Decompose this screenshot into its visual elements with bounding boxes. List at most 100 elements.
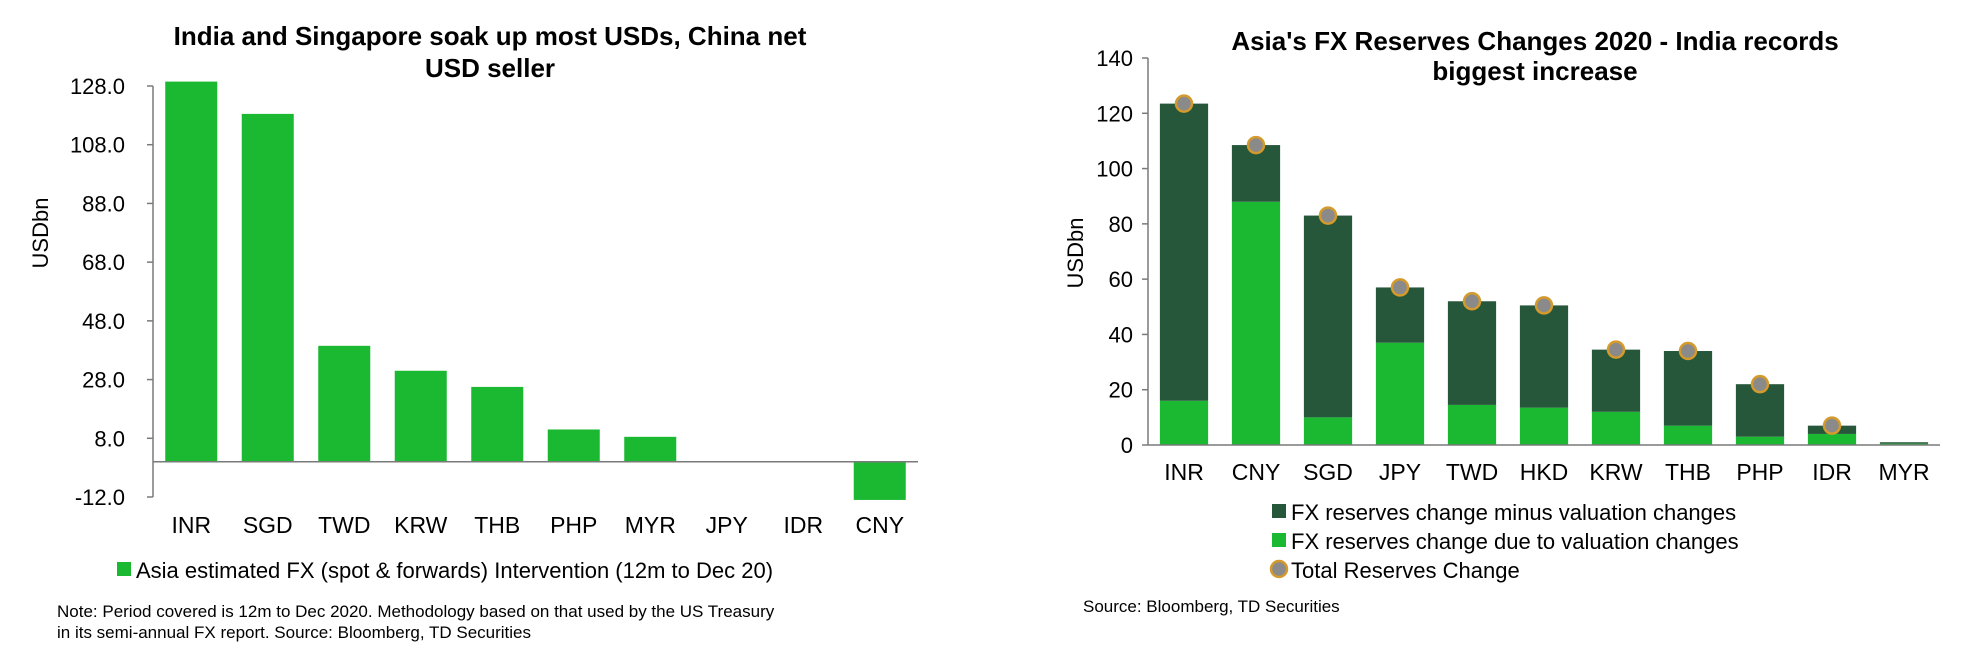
right-bar-ex-valuation-myr	[1879, 442, 1929, 444]
left-chart-bars	[165, 81, 906, 500]
left-chart-note-line2: in its semi-annual FX report. Source: Bl…	[57, 623, 531, 642]
right-chart-category-labels: INR CNY SGD JPY TWD HKD KRW THB PHP IDR MYR	[1164, 459, 1929, 485]
left-bar-sgd	[241, 113, 294, 462]
left-chart-y-ticks: -12.0 8.0 28.0 48.0 68.0 88.0 108.0 128.0	[70, 74, 153, 510]
left-chart: India and Singapore soak up most USDs, C…	[28, 21, 918, 642]
left-category-label: MYR	[625, 512, 676, 538]
left-bar-myr	[624, 436, 677, 462]
left-bar-twd	[318, 345, 371, 462]
right-total-marker-inr	[1174, 94, 1194, 113]
right-y-tick-label: 0	[1121, 433, 1133, 458]
left-category-label: THB	[474, 512, 520, 538]
left-chart-category-labels: INR SGD TWD KRW THB PHP MYR JPY IDR CNY	[171, 512, 904, 538]
left-y-tick-label: 68.0	[82, 250, 125, 275]
right-legend-swatch-bright	[1272, 533, 1286, 547]
right-chart-bars	[1159, 103, 1929, 445]
right-legend-label-marker: Total Reserves Change	[1291, 558, 1520, 583]
right-category-label: CNY	[1232, 459, 1281, 485]
right-bar-valuation-idr	[1807, 433, 1857, 445]
right-bar-ex-valuation-krw	[1591, 349, 1641, 412]
left-category-label: KRW	[394, 512, 448, 538]
right-bar-valuation-jpy	[1375, 342, 1425, 445]
right-bar-ex-valuation-cny	[1231, 145, 1281, 202]
left-category-label: CNY	[855, 512, 904, 538]
right-total-marker-twd	[1462, 292, 1482, 311]
right-y-tick-label: 120	[1096, 101, 1133, 126]
right-category-label: THB	[1665, 459, 1711, 485]
right-chart-legend: FX reserves change minus valuation chang…	[1269, 500, 1739, 583]
right-y-tick-label: 100	[1096, 157, 1133, 182]
left-category-label: TWD	[318, 512, 370, 538]
right-legend-swatch-dark	[1272, 504, 1286, 518]
right-y-tick-label: 80	[1109, 212, 1133, 237]
right-y-tick-label: 40	[1109, 322, 1133, 347]
left-category-label: SGD	[243, 512, 293, 538]
left-legend-label: Asia estimated FX (spot & forwards) Inte…	[136, 558, 773, 583]
left-bar-krw	[394, 370, 447, 462]
left-chart-y-axis-label: USDbn	[28, 198, 53, 269]
right-category-label: SGD	[1303, 459, 1353, 485]
right-bar-valuation-sgd	[1303, 417, 1353, 445]
right-bar-valuation-krw	[1591, 411, 1641, 445]
right-legend-label-dark: FX reserves change minus valuation chang…	[1291, 500, 1736, 525]
left-y-tick-label: 8.0	[94, 426, 125, 451]
left-y-tick-label: 108.0	[70, 133, 125, 158]
left-category-label: PHP	[550, 512, 597, 538]
right-y-tick-label: 20	[1109, 378, 1133, 403]
right-legend-marker	[1269, 559, 1289, 579]
left-y-tick-label: 48.0	[82, 309, 125, 334]
right-chart: 0 20 40 60 80 100 120 140 USDbn INR CNY SGD JPY TWD…	[1063, 26, 1940, 616]
left-y-tick-label: -12.0	[75, 485, 125, 510]
right-chart-markers	[1174, 94, 1842, 435]
right-category-label: HKD	[1520, 459, 1569, 485]
left-bar-php	[547, 429, 600, 462]
right-chart-y-ticks: 0 20 40 60 80 100 120 140	[1096, 46, 1148, 458]
left-chart-title-line2: USD seller	[425, 53, 555, 83]
right-total-marker-sgd	[1318, 206, 1338, 225]
left-chart-note-line1: Note: Period covered is 12m to Dec 2020.…	[57, 602, 775, 621]
right-chart-source: Source: Bloomberg, TD Securities	[1083, 597, 1340, 616]
right-total-marker-jpy	[1390, 278, 1410, 297]
right-category-label: IDR	[1812, 459, 1852, 485]
right-bar-valuation-php	[1735, 436, 1785, 445]
right-total-marker-hkd	[1534, 296, 1554, 315]
left-bar-cny	[853, 461, 906, 500]
right-category-label: KRW	[1589, 459, 1643, 485]
right-total-marker-thb	[1678, 341, 1698, 361]
right-total-marker-php	[1750, 374, 1770, 394]
right-total-marker-krw	[1606, 340, 1626, 359]
right-category-label: PHP	[1736, 459, 1783, 485]
right-y-tick-label: 60	[1109, 267, 1133, 292]
right-category-label: MYR	[1878, 459, 1929, 485]
left-y-tick-label: 88.0	[82, 191, 125, 216]
right-chart-title-line2: biggest increase	[1432, 56, 1637, 86]
right-bar-ex-valuation-inr	[1159, 103, 1209, 401]
right-chart-title-line1: Asia's FX Reserves Changes 2020 - India …	[1231, 26, 1838, 56]
right-total-marker-cny	[1246, 135, 1266, 155]
right-bar-ex-valuation-hkd	[1519, 305, 1569, 408]
left-chart-legend: Asia estimated FX (spot & forwards) Inte…	[117, 558, 773, 583]
right-bar-ex-valuation-twd	[1447, 301, 1497, 405]
right-y-tick-label: 140	[1096, 46, 1133, 71]
right-bar-valuation-hkd	[1519, 407, 1569, 445]
right-bar-valuation-cny	[1231, 201, 1281, 445]
right-chart-y-axis-label: USDbn	[1063, 218, 1088, 289]
right-category-label: INR	[1164, 459, 1204, 485]
left-bar-inr	[165, 81, 218, 462]
left-category-label: IDR	[783, 512, 823, 538]
right-total-marker-idr	[1822, 416, 1842, 435]
left-y-tick-label: 28.0	[82, 368, 125, 393]
right-category-label: JPY	[1379, 459, 1421, 485]
left-legend-swatch	[117, 562, 131, 576]
right-category-label: TWD	[1446, 459, 1498, 485]
left-category-label: INR	[171, 512, 211, 538]
left-chart-title-line1: India and Singapore soak up most USDs, C…	[174, 21, 807, 51]
right-bar-ex-valuation-sgd	[1303, 215, 1353, 418]
right-legend-label-bright: FX reserves change due to valuation chan…	[1291, 529, 1739, 554]
left-bar-thb	[471, 386, 524, 462]
right-bar-valuation-inr	[1159, 400, 1209, 445]
right-bar-ex-valuation-thb	[1663, 351, 1713, 426]
right-bar-valuation-twd	[1447, 404, 1497, 445]
left-y-tick-label: 128.0	[70, 74, 125, 99]
